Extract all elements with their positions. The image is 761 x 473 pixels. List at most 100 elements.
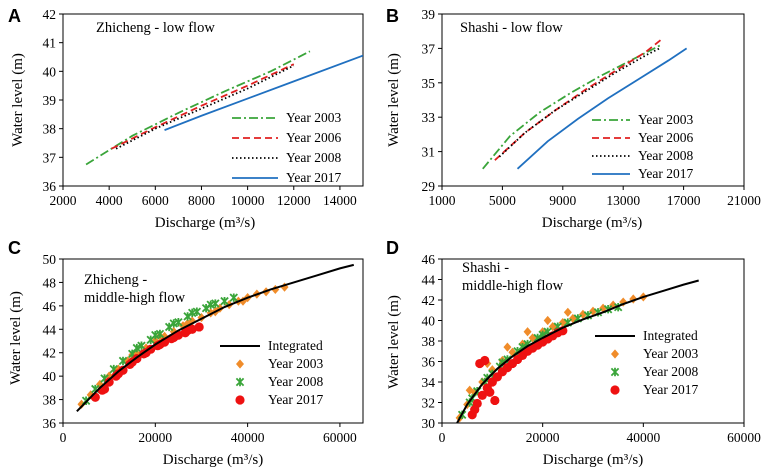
legend-swatch xyxy=(610,385,620,395)
data-point xyxy=(470,405,480,415)
data-point xyxy=(201,303,211,313)
data-point xyxy=(114,364,123,374)
series-line xyxy=(85,50,311,166)
data-point xyxy=(578,309,587,319)
data-point xyxy=(629,294,638,304)
data-point xyxy=(589,306,597,316)
panel-title-line: middle-high flow xyxy=(462,278,564,294)
data-point xyxy=(132,343,142,353)
plot-area xyxy=(76,263,355,412)
series-line xyxy=(494,39,662,161)
y-tick-label: 42 xyxy=(422,293,436,308)
y-tick-label: 41 xyxy=(43,36,57,51)
panel-b-shashi-low-flow: B 1000 5000 9000 13000 17000 21000 29 31 33 35 37 39… xyxy=(386,6,761,231)
data-point xyxy=(151,330,160,340)
data-point xyxy=(104,377,114,387)
x-tick-label: 14000 xyxy=(323,193,357,208)
data-point xyxy=(164,322,174,332)
data-point xyxy=(132,349,141,359)
legend-swatch xyxy=(236,359,244,369)
data-point xyxy=(480,355,490,366)
y-axis-title: Water level (m) xyxy=(386,295,402,389)
y-tick-label: 46 xyxy=(422,252,436,267)
panel-a-zhicheng-low-flow: A 2000 4000 6000 8000 10000 12000 14000 36 37 38 39… xyxy=(8,6,364,231)
legend-label: Year 2017 xyxy=(638,166,694,181)
legend-label: Year 2003 xyxy=(638,112,694,127)
x-tick-label: 6000 xyxy=(142,193,169,208)
y-tick-label: 34 xyxy=(422,375,436,390)
panel-title-line: middle-high flow xyxy=(84,290,186,306)
series-line xyxy=(482,44,662,170)
data-point xyxy=(95,379,104,389)
data-point xyxy=(508,347,517,357)
y-tick-label: 38 xyxy=(43,122,57,137)
y-tick-label: 37 xyxy=(422,41,436,56)
legend-label: Year 2008 xyxy=(286,150,342,165)
series-line xyxy=(115,64,295,150)
legend-label: Year 2008 xyxy=(643,364,699,379)
y-tick-label: 38 xyxy=(43,393,57,408)
panel-title: Shashi - low flow xyxy=(460,20,563,36)
x-axis-title: Discharge (m³/s) xyxy=(155,215,255,231)
y-tick-label: 35 xyxy=(422,76,436,91)
y-tick-label: 36 xyxy=(422,355,436,370)
y-tick-label: 42 xyxy=(43,346,57,361)
y-tick-label: 42 xyxy=(43,7,57,22)
y-tick-label: 50 xyxy=(43,252,57,267)
legend-label: Year 2017 xyxy=(268,392,324,407)
legend-label: Year 2006 xyxy=(286,130,342,145)
y-axis-title: Water level (m) xyxy=(8,291,24,385)
data-point xyxy=(137,341,146,350)
data-point xyxy=(485,387,495,397)
legend-swatch xyxy=(610,367,620,377)
data-point xyxy=(271,284,280,295)
panel-c-zhicheng-middle-high-flow: C 0 20000 40000 60000 36 38 40 42 44 46 48 50 Dischar… xyxy=(8,238,364,468)
plot-frame xyxy=(62,258,364,424)
legend-swatch xyxy=(611,349,619,359)
y-tick-label: 37 xyxy=(43,150,57,165)
y-tick-label: 46 xyxy=(43,299,57,314)
data-point xyxy=(523,327,532,337)
data-point xyxy=(229,293,239,302)
data-point xyxy=(183,325,193,336)
data-point xyxy=(490,395,500,406)
panel-d-shashi-middle-high-flow: D 0 20000 40000 60000 30 32 34 36 38 40 42 44 46 Disch… xyxy=(386,238,761,468)
data-point xyxy=(169,327,178,337)
x-axis-title: Discharge (m³/s) xyxy=(543,452,643,468)
panel-letter: A xyxy=(8,6,21,26)
y-tick-label: 40 xyxy=(43,64,57,79)
x-tick-label: 1000 xyxy=(429,193,456,208)
y-tick-label: 36 xyxy=(43,179,57,194)
legend-label: Year 2006 xyxy=(638,130,694,145)
data-point xyxy=(187,308,197,318)
x-tick-label: 2000 xyxy=(50,193,77,208)
y-tick-label: 29 xyxy=(422,179,436,194)
legend-label: Integrated xyxy=(643,328,698,343)
y-axis-title: Water level (m) xyxy=(386,53,402,147)
panel-title-line: Shashi - xyxy=(462,260,509,276)
legend-label: Year 2003 xyxy=(268,356,324,371)
data-point xyxy=(465,385,474,395)
x-tick-label: 12000 xyxy=(277,193,311,208)
plot-frame xyxy=(441,13,745,187)
data-point xyxy=(183,312,192,321)
y-tick-label: 40 xyxy=(43,369,57,384)
legend-label: Year 2008 xyxy=(268,374,324,389)
y-tick-label: 40 xyxy=(422,314,436,329)
panel-title: Zhicheng - low flow xyxy=(96,20,215,36)
series-line xyxy=(111,63,295,150)
y-tick-label: 38 xyxy=(422,334,436,349)
x-tick-label: 20000 xyxy=(526,430,560,445)
x-tick-label: 9000 xyxy=(549,193,576,208)
data-point xyxy=(118,356,128,366)
x-tick-label: 0 xyxy=(439,430,446,445)
integrated-curve xyxy=(456,279,699,423)
legend-label: Year 2008 xyxy=(638,148,694,163)
integrated-curve xyxy=(76,263,355,412)
y-tick-label: 39 xyxy=(422,7,436,22)
plot-area xyxy=(455,279,699,423)
x-tick-label: 60000 xyxy=(323,430,357,445)
data-point xyxy=(183,318,192,329)
data-point xyxy=(543,315,552,326)
